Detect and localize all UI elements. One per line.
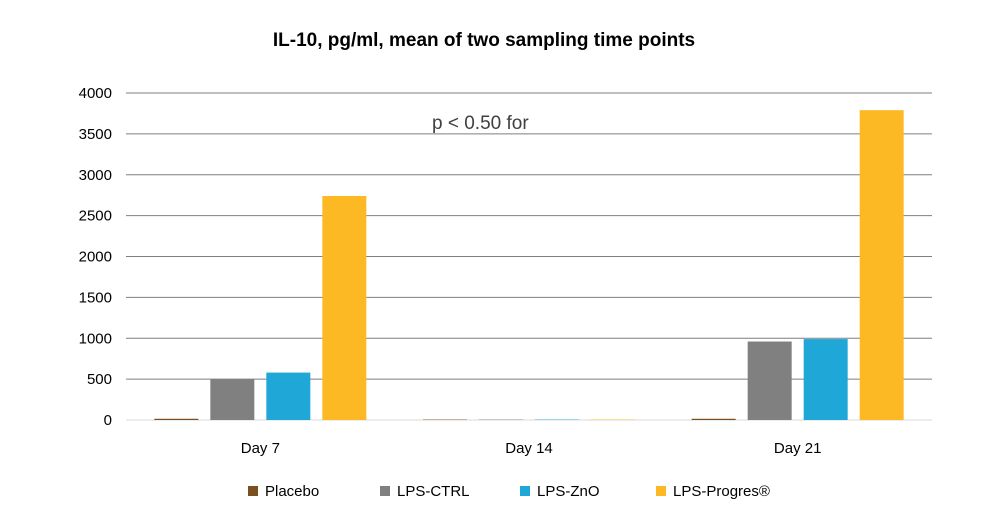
legend-label: Placebo <box>265 483 319 500</box>
y-tick-label: 3500 <box>79 126 112 143</box>
chart-title: IL-10, pg/ml, mean of two sampling time … <box>273 30 695 51</box>
legend-swatch <box>380 486 390 496</box>
bar-lps-ctrl-day-7 <box>210 379 255 420</box>
chart-annotation: p < 0.50 for <box>432 113 529 134</box>
y-tick-label: 2000 <box>79 249 112 266</box>
legend-swatch <box>520 486 530 496</box>
grid <box>126 92 932 421</box>
y-tick-label: 1500 <box>79 289 112 306</box>
y-tick-label: 4000 <box>79 85 112 102</box>
y-tick-label: 2500 <box>79 208 112 225</box>
x-axis: Day 7 Day 14 Day 21 <box>241 440 822 457</box>
legend-swatch <box>248 486 258 496</box>
legend-label: LPS-ZnO <box>537 483 600 500</box>
bar-lps-progres-day-21 <box>859 110 904 420</box>
y-axis: 0 500 1000 1500 2000 2500 3000 3500 4000 <box>79 85 112 429</box>
bar-lps-ctrl-day-21 <box>747 341 792 420</box>
legend-label: LPS-Progres® <box>673 483 770 500</box>
x-tick-label: Day 21 <box>774 440 822 457</box>
bar-placebo-day-7 <box>154 418 199 420</box>
legend-label: LPS-CTRL <box>397 483 470 500</box>
y-tick-label: 500 <box>87 371 112 388</box>
bars <box>154 110 904 420</box>
legend-swatch <box>656 486 666 496</box>
bar-placebo-day-21 <box>691 418 736 420</box>
bar-lps-zno-day-21 <box>803 339 848 420</box>
y-tick-label: 3000 <box>79 167 112 184</box>
bar-lps-progres-day-7 <box>322 196 367 420</box>
y-tick-label: 0 <box>104 412 112 429</box>
x-tick-label: Day 14 <box>505 440 553 457</box>
legend: Placebo LPS-CTRL LPS-ZnO LPS-Progres® <box>248 483 770 500</box>
x-tick-label: Day 7 <box>241 440 280 457</box>
bar-lps-zno-day-7 <box>266 372 311 420</box>
y-tick-label: 1000 <box>79 330 112 347</box>
